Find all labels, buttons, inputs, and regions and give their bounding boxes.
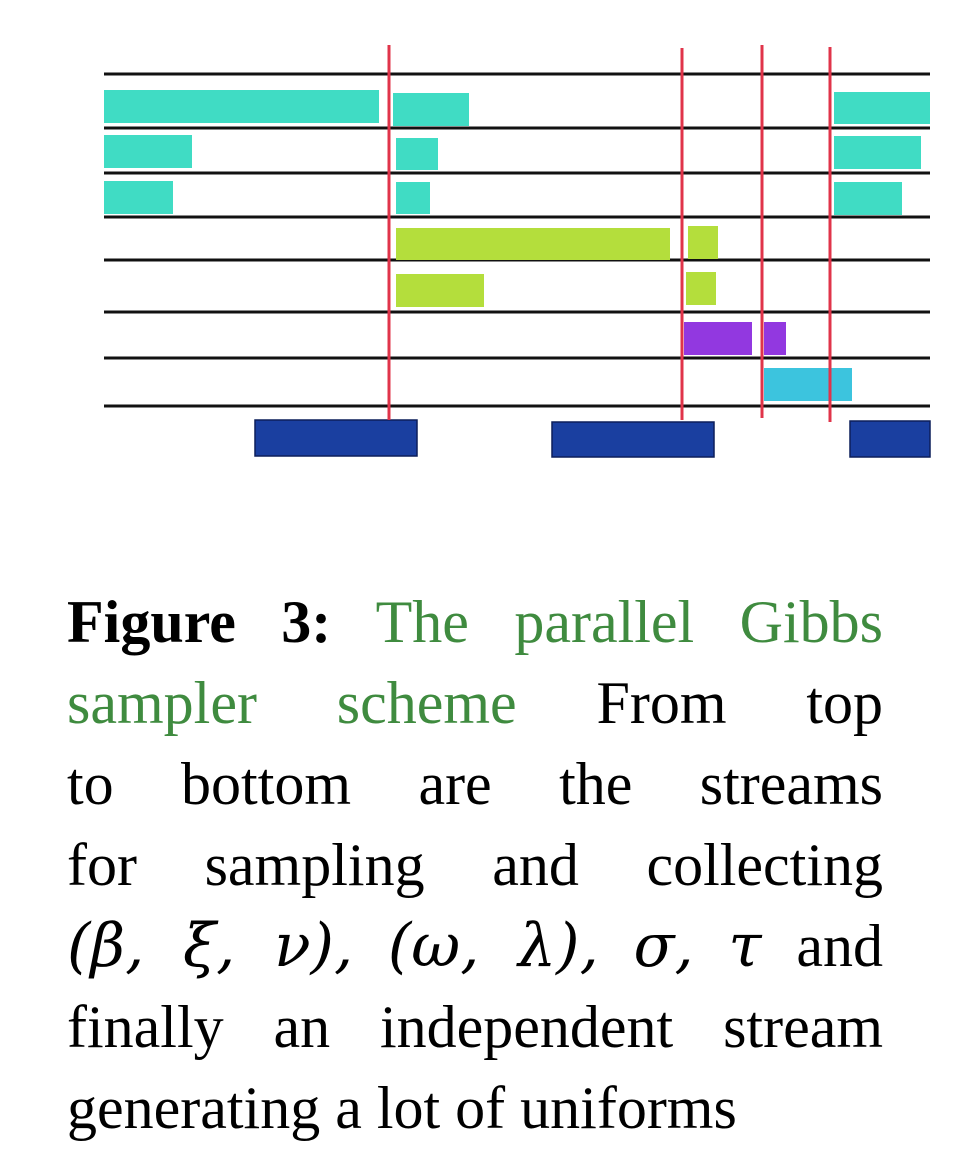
math-tau: τ	[728, 911, 762, 981]
task-block	[396, 138, 438, 170]
caption-line-2: sampler scheme From top	[67, 663, 883, 744]
caption-word: collecting	[646, 832, 884, 898]
stream-tau	[764, 368, 852, 401]
task-block	[764, 322, 786, 355]
task-block	[684, 322, 752, 355]
caption-word: to	[67, 751, 114, 817]
stream-beta-xi-nu	[104, 90, 930, 215]
task-block	[104, 90, 379, 123]
figure-title-sampler: sampler	[67, 670, 257, 736]
caption-line-3: to bottom are the streams	[67, 744, 883, 825]
gibbs-sampler-diagram	[104, 45, 931, 458]
uniform-block	[849, 420, 931, 458]
figure-title-part1: The parallel Gibbs	[375, 589, 883, 655]
task-block	[104, 135, 192, 168]
caption-line-5: (β, ξ, ν), (ω, λ), σ, τ and	[67, 906, 883, 987]
math-sigma: σ,	[633, 911, 694, 981]
task-block	[688, 226, 718, 259]
task-block	[764, 368, 852, 401]
stream-omega-lambda	[396, 226, 718, 307]
caption-line-7: generating a lot of uniforms	[67, 1075, 737, 1141]
task-block	[834, 136, 921, 169]
caption-word: the	[559, 751, 633, 817]
math-beta-xi-nu: (β, ξ, ν),	[67, 911, 354, 981]
caption-line-1: Figure 3: The parallel Gibbs	[67, 582, 883, 663]
caption-word: finally	[67, 994, 224, 1060]
caption-word: independent	[379, 994, 674, 1060]
caption-word: an	[273, 994, 331, 1060]
caption-word: stream	[723, 994, 884, 1060]
task-block	[686, 272, 716, 305]
task-block	[834, 182, 902, 215]
caption-word: for	[67, 832, 137, 898]
caption-word: sampling	[204, 832, 425, 898]
caption-word: top	[806, 670, 883, 736]
stream-uniforms	[254, 419, 931, 458]
task-block	[834, 92, 930, 124]
figure-label: Figure 3:	[67, 589, 332, 655]
caption-word: streams	[699, 751, 884, 817]
caption-word: From	[596, 670, 727, 736]
task-block	[396, 274, 484, 307]
uniform-block	[551, 421, 715, 458]
uniform-block	[254, 419, 418, 457]
sync-markers	[387, 45, 832, 422]
figure-caption: Figure 3: The parallel Gibbs sampler sch…	[67, 582, 883, 1149]
figure-title-scheme: scheme	[336, 670, 517, 736]
stream-sigma	[684, 322, 786, 355]
math-omega-lambda: (ω, λ),	[387, 911, 599, 981]
caption-word: are	[418, 751, 492, 817]
task-block	[104, 181, 173, 214]
task-block	[396, 228, 670, 260]
caption-line-4: for sampling and collecting	[67, 825, 883, 906]
caption-line-6: finally an independent stream	[67, 987, 883, 1068]
task-block	[393, 93, 469, 126]
caption-word: bottom	[181, 751, 352, 817]
caption-word: and	[796, 913, 884, 979]
caption-word: and	[492, 832, 579, 898]
task-block	[396, 182, 430, 214]
